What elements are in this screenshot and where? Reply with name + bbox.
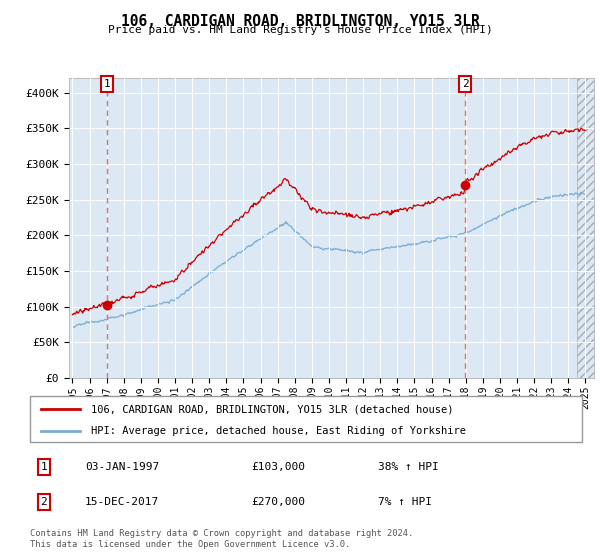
Text: HPI: Average price, detached house, East Riding of Yorkshire: HPI: Average price, detached house, East…: [91, 426, 466, 436]
Text: 2: 2: [461, 79, 469, 89]
Text: 106, CARDIGAN ROAD, BRIDLINGTON, YO15 3LR (detached house): 106, CARDIGAN ROAD, BRIDLINGTON, YO15 3L…: [91, 404, 453, 414]
Text: £270,000: £270,000: [251, 497, 305, 507]
Text: 03-JAN-1997: 03-JAN-1997: [85, 462, 160, 472]
Text: 2: 2: [40, 497, 47, 507]
Text: £103,000: £103,000: [251, 462, 305, 472]
Text: 106, CARDIGAN ROAD, BRIDLINGTON, YO15 3LR: 106, CARDIGAN ROAD, BRIDLINGTON, YO15 3L…: [121, 14, 479, 29]
Text: 38% ↑ HPI: 38% ↑ HPI: [378, 462, 439, 472]
Text: Contains HM Land Registry data © Crown copyright and database right 2024.
This d: Contains HM Land Registry data © Crown c…: [30, 529, 413, 549]
Text: Price paid vs. HM Land Registry's House Price Index (HPI): Price paid vs. HM Land Registry's House …: [107, 25, 493, 35]
Text: 1: 1: [40, 462, 47, 472]
Text: 1: 1: [104, 79, 110, 89]
Text: 15-DEC-2017: 15-DEC-2017: [85, 497, 160, 507]
Text: 7% ↑ HPI: 7% ↑ HPI: [378, 497, 432, 507]
FancyBboxPatch shape: [30, 396, 582, 442]
